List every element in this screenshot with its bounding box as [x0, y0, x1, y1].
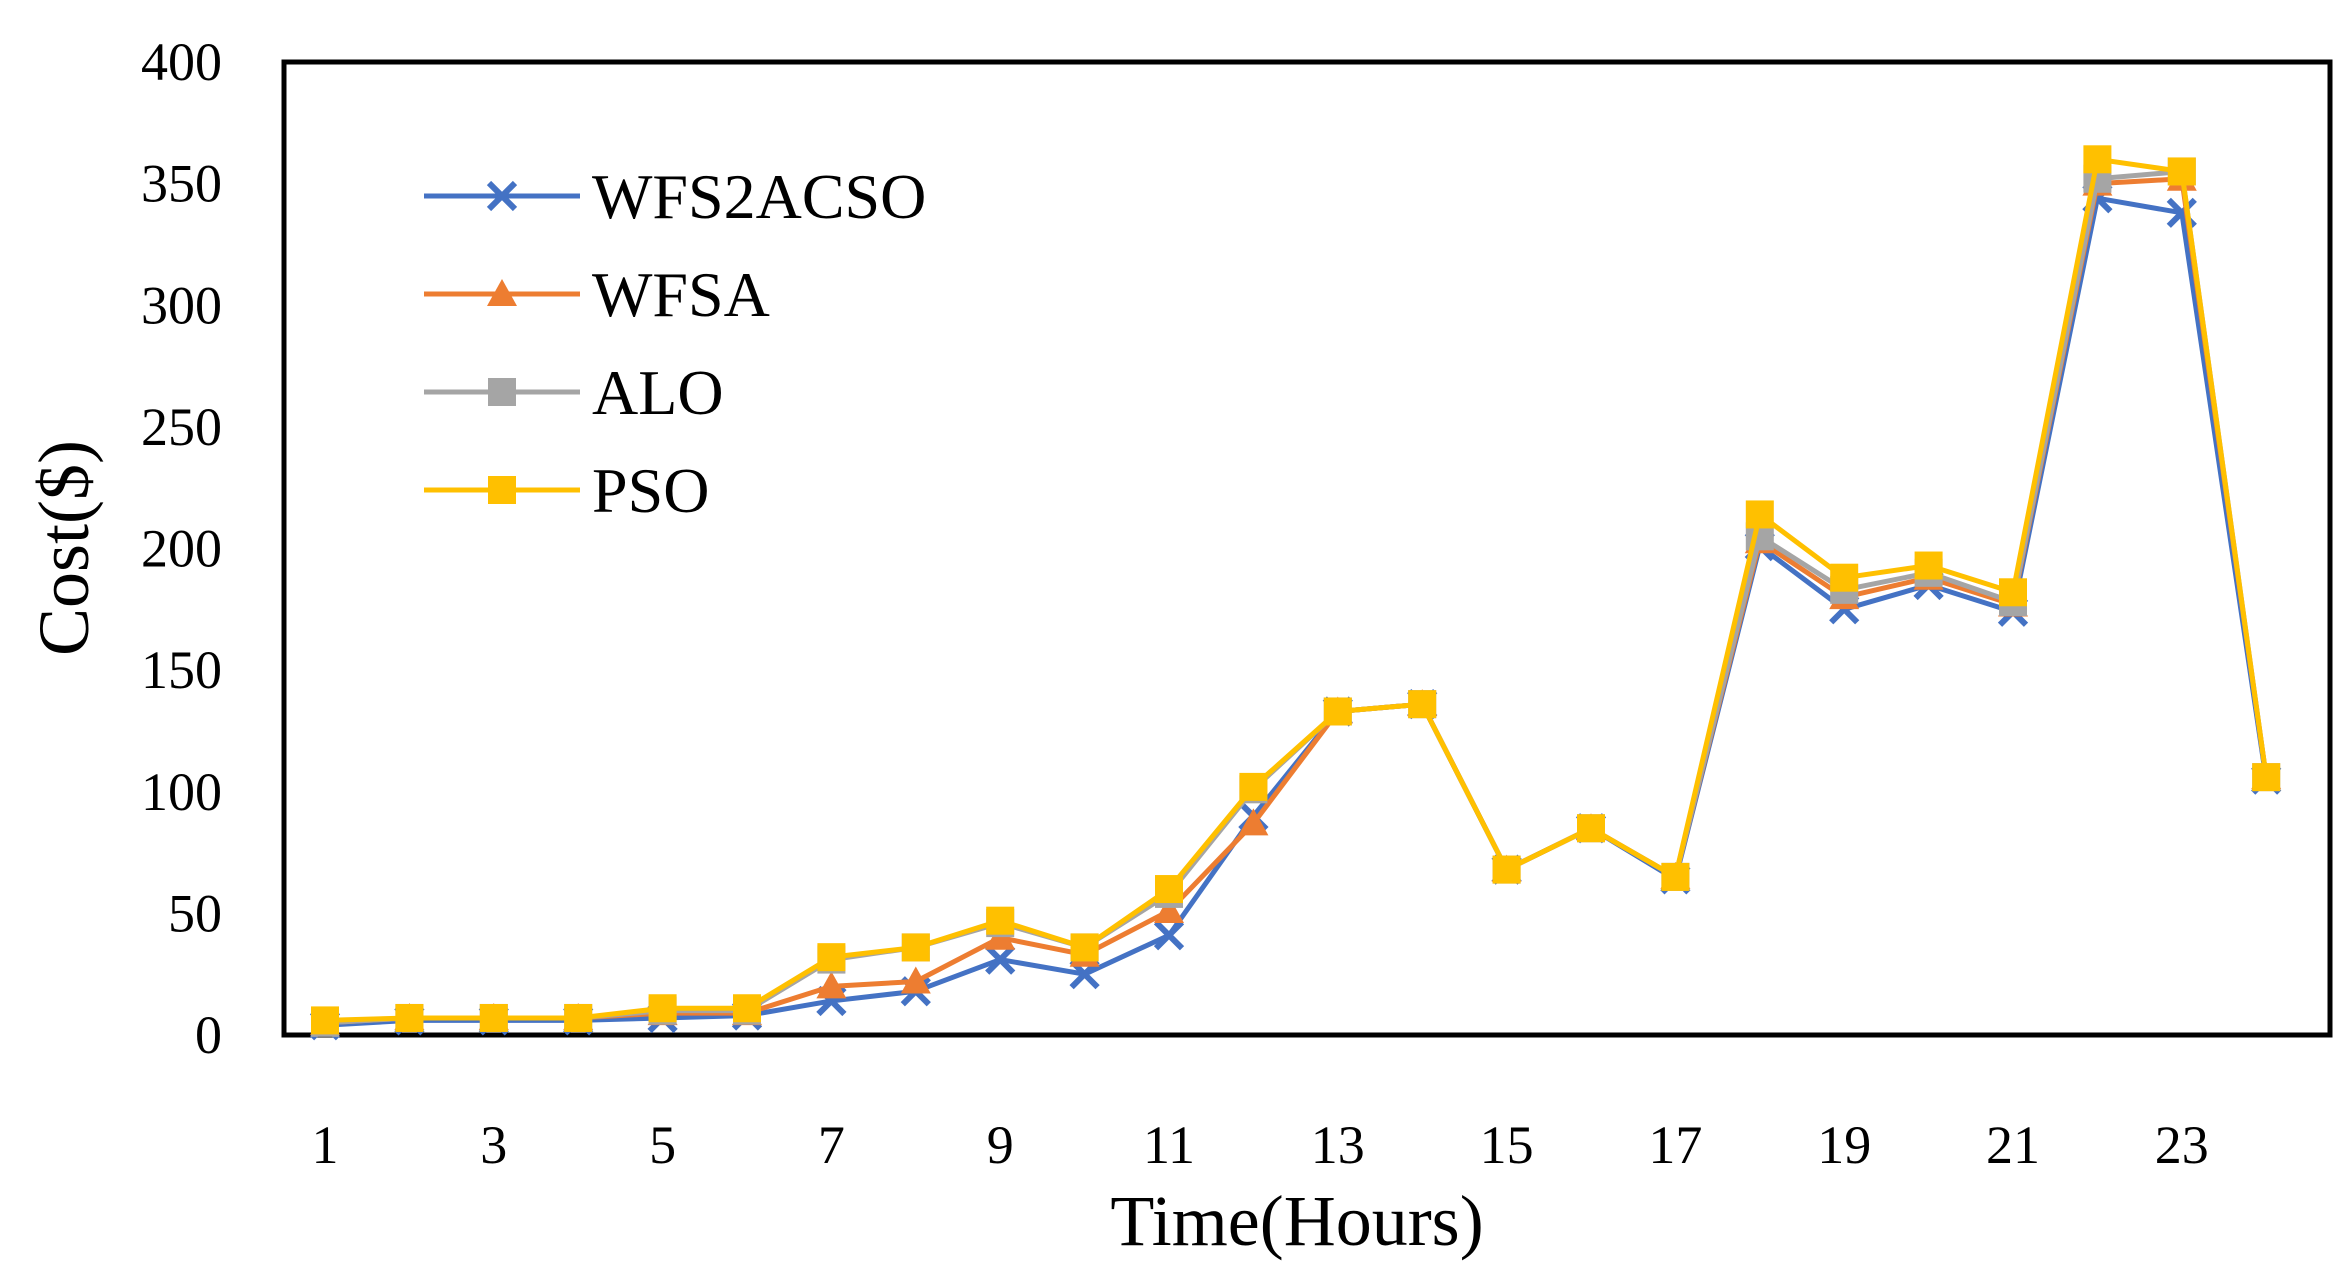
- x-tick-label: 15: [1480, 1115, 1534, 1175]
- x-tick-label: 17: [1648, 1115, 1702, 1175]
- data-point: [1155, 875, 1183, 904]
- y-tick-label: 200: [141, 519, 222, 579]
- data-point: [1154, 895, 1184, 923]
- legend-marker: [486, 180, 518, 212]
- data-point: [900, 966, 931, 994]
- data-point: [2252, 763, 2281, 792]
- data-point: [1323, 697, 1352, 726]
- data-point: [1577, 814, 1605, 843]
- series-line: [324, 156, 2269, 1023]
- x-tick-label: 11: [1143, 1115, 1195, 1175]
- legend-label: WFSA: [592, 259, 770, 330]
- y-axis-title: Cost($): [24, 440, 104, 656]
- x-tick-label: 5: [649, 1115, 676, 1175]
- x-axis-title: Time(Hours): [1110, 1181, 1483, 1261]
- y-tick-label: 50: [168, 883, 222, 943]
- y-tick-label: 300: [141, 275, 222, 335]
- data-point: [1070, 933, 1099, 962]
- legend-label: ALO: [592, 357, 724, 428]
- legend-marker: [487, 279, 517, 306]
- data-point: [564, 1003, 593, 1032]
- data-point: [2083, 145, 2112, 174]
- x-tick-labels: 1 3 5 7 9 11 13 15 17 19 21 23: [312, 1115, 2209, 1175]
- legend-item: ALO: [424, 357, 724, 428]
- legend-item: WFS2ACSO: [424, 161, 926, 232]
- data-point: [986, 906, 1015, 935]
- y-tick-label: 400: [141, 32, 222, 92]
- legend-item: WFSA: [424, 259, 770, 330]
- series-layer: [309, 145, 2282, 1041]
- data-point: [985, 944, 1016, 975]
- x-tick-label: 13: [1311, 1115, 1365, 1175]
- data-point: [479, 1003, 508, 1032]
- legend-marker: [488, 476, 516, 504]
- x-tick-label: 23: [2155, 1115, 2209, 1175]
- data-point: [817, 943, 846, 972]
- y-tick-label: 150: [141, 640, 222, 700]
- data-point: [2167, 157, 2196, 186]
- data-point: [1153, 920, 1185, 951]
- y-tick-labels: 0 50 100 150 200 250 300 350 400: [141, 32, 222, 1065]
- legend-label: PSO: [592, 455, 709, 526]
- x-tick-label: 3: [480, 1115, 507, 1175]
- data-point: [1492, 855, 1521, 884]
- data-point: [816, 971, 847, 999]
- data-point: [1239, 772, 1268, 801]
- legend-label: WFS2ACSO: [592, 161, 926, 232]
- y-tick-label: 100: [141, 762, 222, 822]
- series-pso: [311, 145, 2281, 1035]
- data-point: [395, 1003, 424, 1032]
- x-tick-label: 7: [818, 1115, 845, 1175]
- data-point: [1408, 690, 1437, 719]
- x-tick-label: 1: [312, 1115, 339, 1175]
- data-point: [1661, 862, 1690, 891]
- data-point: [733, 994, 761, 1023]
- x-tick-label: 19: [1817, 1115, 1871, 1175]
- data-point: [311, 1006, 339, 1035]
- legend-marker: [488, 378, 516, 406]
- data-point: [1745, 500, 1774, 529]
- data-point: [1914, 551, 1943, 580]
- data-point: [901, 933, 930, 962]
- plot-area: [281, 59, 2333, 1038]
- data-point: [1238, 808, 1269, 836]
- y-tick-label: 250: [141, 397, 222, 457]
- data-point: [648, 994, 677, 1023]
- data-point: [1830, 563, 1859, 592]
- legend-item: PSO: [424, 455, 709, 526]
- y-tick-label: 350: [141, 154, 222, 214]
- x-tick-label: 21: [1986, 1115, 2040, 1175]
- legend: WFS2ACSO WFSA ALO PSO: [424, 161, 926, 526]
- data-point: [1999, 578, 2027, 607]
- x-tick-label: 9: [987, 1115, 1014, 1175]
- y-tick-label: 0: [195, 1005, 222, 1065]
